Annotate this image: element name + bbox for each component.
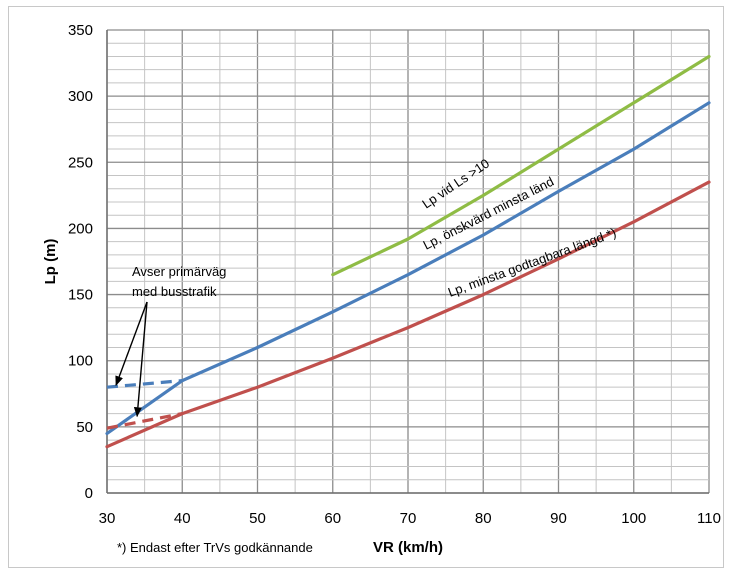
y-tick-label: 250: [68, 154, 93, 171]
x-tick-label: 110: [697, 510, 721, 527]
y-tick-label: 0: [85, 485, 93, 502]
y-tick-label: 150: [68, 287, 93, 304]
y-tick-labels: 0 50 100 150 200 250 300 350: [68, 22, 93, 502]
y-tick-label: 300: [68, 88, 93, 105]
chart-frame: [8, 6, 724, 568]
x-tick-labels: 30 40 50 60 70 80 90 100 110: [99, 510, 721, 527]
x-tick-label: 30: [99, 510, 116, 527]
y-tick-label: 50: [76, 419, 93, 436]
series-label-minsta-godtagbara: Lp, minsta godtagbara längd *): [446, 225, 618, 300]
y-axis-label: Lp (m): [42, 239, 59, 285]
x-axis-label: VR (km/h): [373, 539, 443, 556]
series-lines: [105, 54, 711, 449]
footnote: *) Endast efter TrVs godkännande: [117, 540, 313, 555]
x-tick-label: 60: [324, 510, 341, 527]
x-tick-label: 40: [174, 510, 191, 527]
annotation-arrow: [133, 301, 148, 418]
y-tick-label: 100: [68, 353, 93, 370]
series-line-1: [105, 101, 711, 436]
dashed-series-line-3: [106, 379, 183, 389]
y-tick-label: 200: [68, 220, 93, 237]
annotations: [115, 301, 148, 418]
x-tick-label: 70: [400, 510, 417, 527]
grid: [106, 29, 710, 494]
series-label-lp-vid-ls: Lp vid Ls >10: [419, 156, 492, 212]
x-tick-label: 100: [621, 510, 646, 527]
annotation-arrow: [115, 301, 148, 387]
dashed-series-line-4: [106, 412, 183, 430]
annotation-line-1: Avser primärväg: [132, 264, 226, 279]
y-tick-label: 350: [68, 22, 93, 39]
series-line-0: [331, 54, 711, 277]
x-tick-label: 80: [475, 510, 492, 527]
series-line-2: [105, 180, 711, 449]
x-tick-label: 90: [550, 510, 567, 527]
annotation-line-2: med busstrafik: [132, 284, 217, 299]
x-tick-label: 50: [249, 510, 266, 527]
